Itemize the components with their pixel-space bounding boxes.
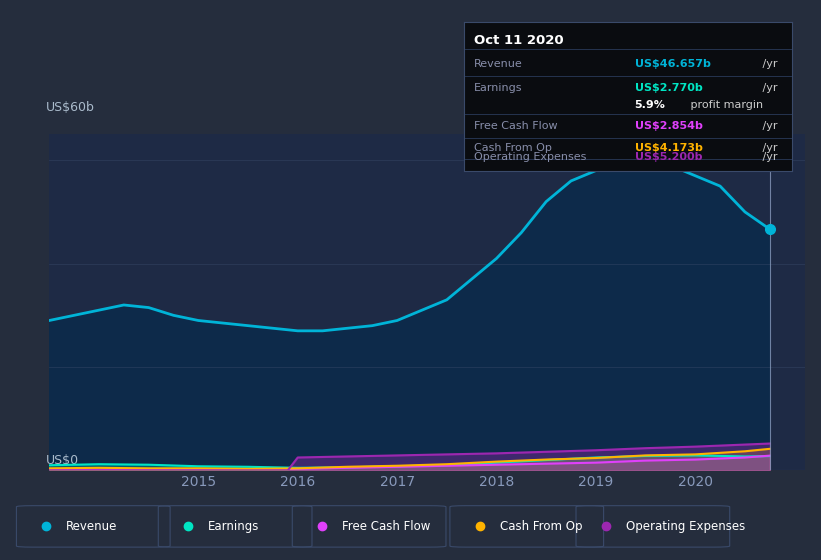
- Text: Cash From Op: Cash From Op: [474, 143, 552, 153]
- Text: /yr: /yr: [759, 83, 778, 93]
- Text: Operating Expenses: Operating Expenses: [474, 152, 586, 162]
- Text: US$4.173b: US$4.173b: [635, 143, 703, 153]
- Text: profit margin: profit margin: [687, 100, 764, 110]
- Text: Revenue: Revenue: [474, 59, 522, 69]
- Text: Revenue: Revenue: [66, 520, 117, 533]
- Text: Cash From Op: Cash From Op: [499, 520, 582, 533]
- Text: Oct 11 2020: Oct 11 2020: [474, 35, 563, 48]
- Text: Free Cash Flow: Free Cash Flow: [342, 520, 430, 533]
- Text: Earnings: Earnings: [474, 83, 522, 93]
- Text: /yr: /yr: [759, 122, 778, 131]
- Text: US$0: US$0: [45, 454, 79, 467]
- Text: US$2.854b: US$2.854b: [635, 122, 703, 131]
- Text: Operating Expenses: Operating Expenses: [626, 520, 745, 533]
- Text: Free Cash Flow: Free Cash Flow: [474, 122, 557, 131]
- Text: US$46.657b: US$46.657b: [635, 59, 710, 69]
- Text: US$2.770b: US$2.770b: [635, 83, 703, 93]
- Text: /yr: /yr: [759, 152, 778, 162]
- Text: US$60b: US$60b: [45, 101, 94, 114]
- Text: /yr: /yr: [759, 143, 778, 153]
- Text: Earnings: Earnings: [208, 520, 259, 533]
- Text: /yr: /yr: [759, 59, 778, 69]
- Text: 5.9%: 5.9%: [635, 100, 666, 110]
- Text: US$5.200b: US$5.200b: [635, 152, 702, 162]
